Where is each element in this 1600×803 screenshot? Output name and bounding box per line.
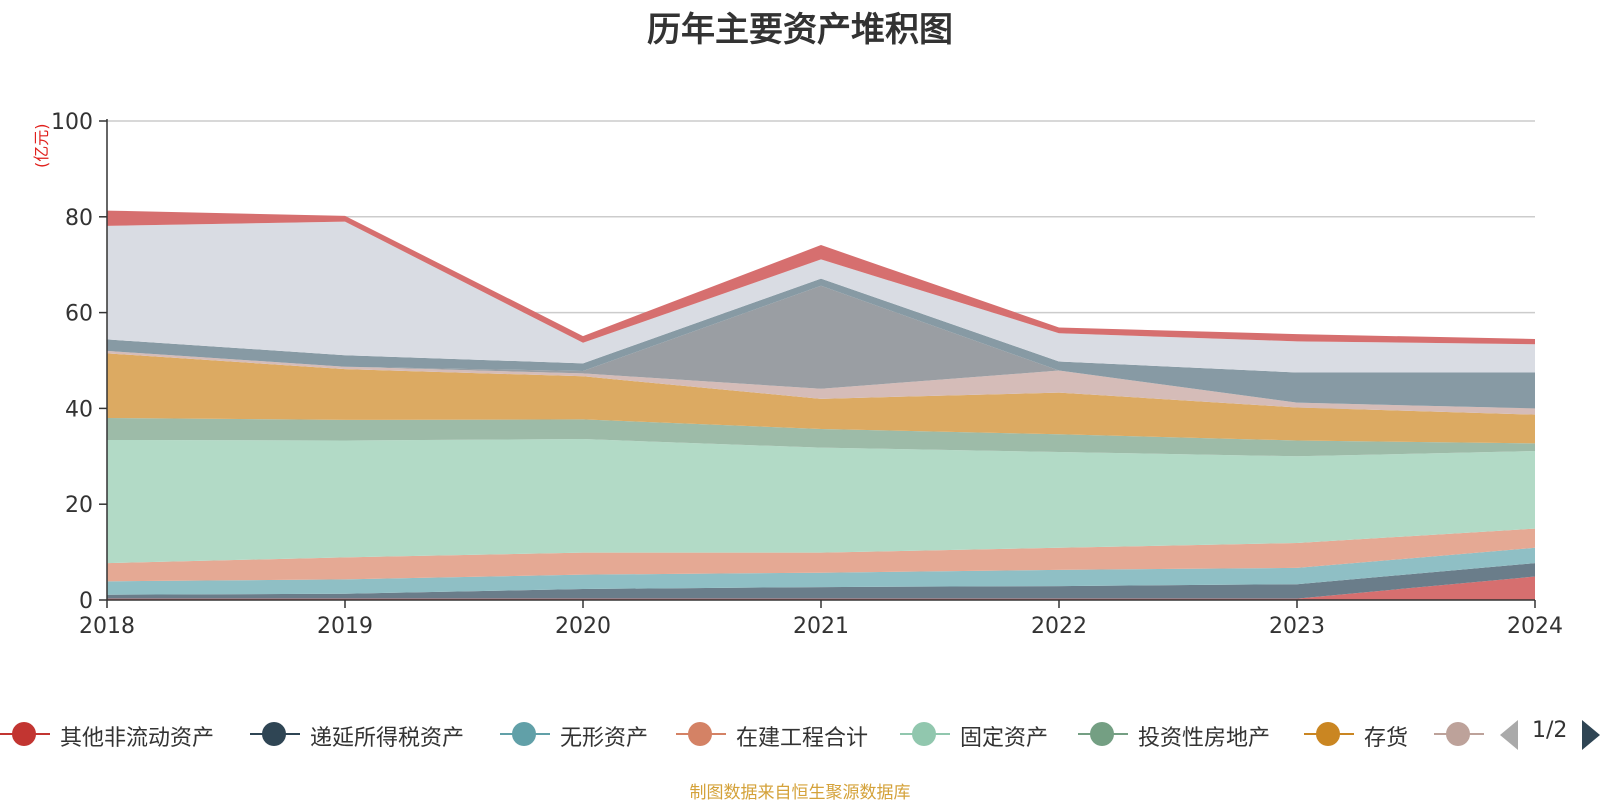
legend-next-page-icon[interactable]	[1582, 720, 1600, 750]
legend-label: 递延所得税资产	[310, 726, 465, 751]
legend-circle-icon	[262, 722, 286, 746]
area-series-4	[107, 439, 1535, 564]
x-tick-label-2019: 2019	[317, 614, 373, 639]
area-series-7	[107, 350, 1535, 415]
area-series-6	[107, 353, 1535, 444]
area-series-5	[107, 417, 1535, 457]
legend-circle-icon	[512, 722, 536, 746]
legend-label: 无形资产	[560, 726, 649, 751]
x-tick-label-2023: 2023	[1269, 614, 1325, 639]
legend-label: 投资性房地产	[1138, 726, 1271, 751]
plot-area: 0 20 40 60 80 100 2018 2019 2020 2021 2022 2023 2024	[51, 110, 1563, 639]
area-series-8	[107, 285, 1535, 409]
legend-prev-page-icon[interactable]	[1500, 720, 1518, 750]
area-series-9	[107, 278, 1535, 409]
legend-label: 在建工程合计	[736, 726, 869, 751]
y-tick-label-0: 0	[79, 589, 93, 614]
x-tick-label-2022: 2022	[1031, 614, 1087, 639]
legend-circle-icon	[1316, 722, 1340, 746]
legend-circle-icon	[912, 722, 936, 746]
y-tick-label-40: 40	[65, 397, 93, 422]
legend-pager: 1/2	[1500, 716, 1600, 752]
x-tick-label-2018: 2018	[79, 614, 135, 639]
legend-circle-icon	[1446, 722, 1470, 746]
x-tick-label-2024: 2024	[1507, 614, 1563, 639]
legend-label: 存货	[1364, 726, 1409, 751]
source-note: 制图数据来自恒生聚源数据库	[689, 783, 911, 803]
area-series-0	[107, 576, 1535, 600]
y-tick-label-20: 20	[65, 493, 93, 518]
y-axis-unit-label: (亿元)	[32, 123, 51, 169]
chart-title: 历年主要资产堆积图	[647, 10, 953, 50]
x-tick-label-2020: 2020	[555, 614, 611, 639]
legend-label: 其他非流动资产	[60, 726, 215, 751]
legend-circle-icon	[1090, 722, 1114, 746]
legend-page-indicator: 1/2	[1532, 718, 1568, 743]
y-tick-label-100: 100	[51, 110, 93, 135]
area-series-10	[107, 221, 1535, 373]
legend-circle-icon	[12, 722, 36, 746]
legend: 其他非流动资产 递延所得税资产 无形资产 在建工程合计 固定资产 投资性房地产 存货	[0, 716, 1600, 756]
y-tick-label-60: 60	[65, 302, 93, 327]
legend-label: 固定资产	[960, 726, 1049, 751]
legend-circle-icon	[688, 722, 712, 746]
area-series-3	[107, 528, 1535, 582]
area-series-1	[107, 563, 1535, 599]
x-tick-label-2021: 2021	[793, 614, 849, 639]
y-tick-label-80: 80	[65, 206, 93, 231]
area-series-2	[107, 547, 1535, 595]
